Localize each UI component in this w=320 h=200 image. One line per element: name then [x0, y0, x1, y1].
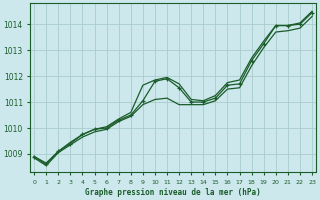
X-axis label: Graphe pression niveau de la mer (hPa): Graphe pression niveau de la mer (hPa) [85, 188, 261, 197]
